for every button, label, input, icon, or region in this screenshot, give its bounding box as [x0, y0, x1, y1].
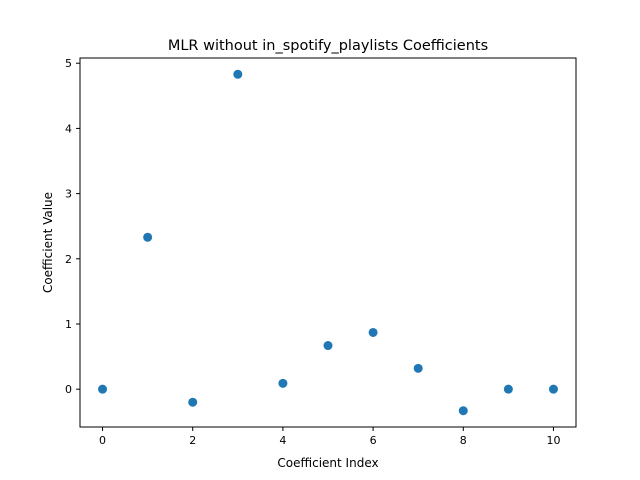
data-point: [503, 384, 513, 394]
x-tick-label: 0: [99, 434, 106, 447]
chart-title: MLR without in_spotify_playlists Coeffic…: [168, 38, 488, 54]
data-point: [458, 406, 468, 416]
data-point: [143, 232, 153, 242]
data-point: [368, 327, 378, 337]
y-tick-label: 1: [65, 318, 72, 331]
data-point: [548, 384, 558, 394]
data-point: [98, 384, 108, 394]
axis-ticks: 0 2 4 6 8 10 0 1 2 3 4 5: [65, 57, 560, 447]
y-tick-label: 5: [65, 57, 72, 70]
x-tick-label: 6: [370, 434, 377, 447]
plot-area-frame: [79, 57, 577, 428]
data-point: [413, 363, 423, 373]
data-point: [188, 397, 198, 407]
y-tick-label: 4: [65, 122, 72, 135]
x-tick-label: 8: [460, 434, 467, 447]
data-points: [98, 69, 558, 416]
y-tick-label: 2: [65, 253, 72, 266]
x-axis-label: Coefficient Index: [277, 456, 378, 470]
data-point: [233, 69, 243, 79]
y-axis-label: Coefficient Value: [41, 192, 55, 293]
data-point: [323, 341, 333, 351]
x-tick-label: 10: [546, 434, 560, 447]
x-tick-label: 4: [279, 434, 286, 447]
y-tick-label: 3: [65, 188, 72, 201]
y-tick-label: 0: [65, 383, 72, 396]
x-tick-label: 2: [189, 434, 196, 447]
data-point: [278, 378, 288, 388]
